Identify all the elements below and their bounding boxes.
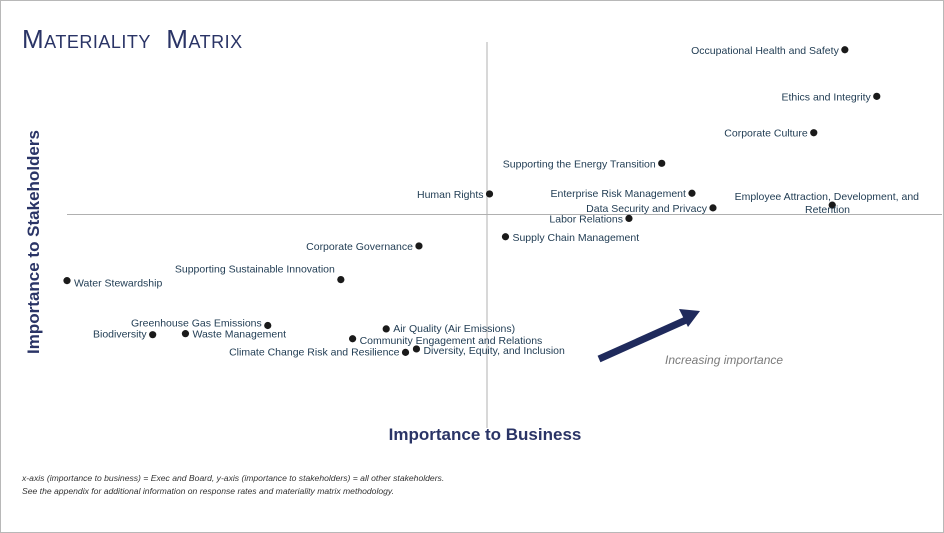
point-label: Waste Management xyxy=(192,329,286,341)
data-point xyxy=(873,92,881,100)
point-label: Community Engagement and Relations xyxy=(360,335,543,347)
point-label: Supporting the Energy Transition xyxy=(503,158,656,170)
data-point xyxy=(412,345,421,353)
point-label: Occupational Health and Safety xyxy=(691,45,839,57)
data-point xyxy=(149,331,157,339)
increasing-importance-arrow-shaft xyxy=(597,316,688,363)
footnote-line-1: x-axis (importance to business) = Exec a… xyxy=(22,473,445,483)
y-axis-title: Importance to Stakeholders xyxy=(24,130,43,354)
chart-title: Materiality Matrix xyxy=(22,24,243,54)
footnote: x-axis (importance to business) = Exec a… xyxy=(22,472,444,497)
data-point xyxy=(709,204,717,212)
x-axis-title: Importance to Business xyxy=(389,425,582,444)
data-point xyxy=(63,277,71,285)
data-point xyxy=(337,276,345,284)
point-label: Human Rights xyxy=(417,189,484,201)
point-label: Corporate Culture xyxy=(724,128,808,140)
point-label: Labor Relations xyxy=(549,213,623,225)
point-label: Greenhouse Gas Emissions xyxy=(131,318,262,330)
data-point xyxy=(501,233,510,241)
point-label: Air Quality (Air Emissions) xyxy=(393,323,515,335)
data-point xyxy=(401,348,410,356)
data-point xyxy=(658,159,666,167)
data-point xyxy=(485,190,494,198)
data-point xyxy=(688,189,696,197)
point-label: Ethics and Integrity xyxy=(781,91,871,103)
increasing-importance-arrow-head xyxy=(679,309,700,327)
point-label: Water Stewardship xyxy=(74,278,162,290)
point-label: Supporting Sustainable Innovation xyxy=(175,264,335,276)
point-label: Biodiversity xyxy=(93,329,147,341)
point-label: Supply Chain Management xyxy=(512,232,639,244)
data-point xyxy=(828,201,836,209)
data-point xyxy=(264,321,272,330)
data-point xyxy=(810,129,818,137)
point-label: Diversity, Equity, and Inclusion xyxy=(423,345,565,357)
point-label: Enterprise Risk Management xyxy=(551,188,686,200)
point-label: Employee Attraction, Development, and Ret… xyxy=(735,191,920,216)
increasing-importance-label: Increasing importance xyxy=(665,353,783,367)
data-point xyxy=(841,46,849,54)
data-point xyxy=(349,335,357,343)
point-label: Data Security and Privacy xyxy=(586,203,708,215)
data-point xyxy=(382,325,390,333)
data-point xyxy=(415,242,423,250)
point-label: Climate Change Risk and Resilience xyxy=(229,346,400,358)
data-point xyxy=(625,214,633,222)
data-point xyxy=(181,330,190,338)
footnote-line-2: See the appendix for additional informat… xyxy=(22,485,394,496)
point-label: Corporate Governance xyxy=(306,241,413,253)
